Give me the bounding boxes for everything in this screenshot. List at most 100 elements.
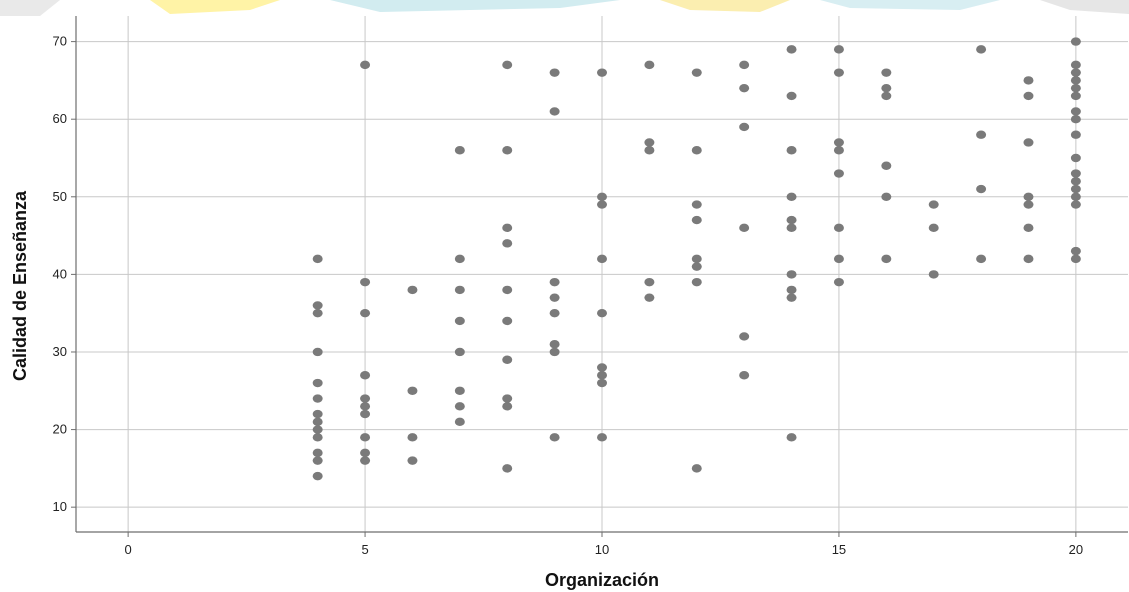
- data-point: [787, 270, 797, 278]
- x-axis-title: Organización: [545, 570, 659, 590]
- data-point: [739, 332, 749, 340]
- data-point: [313, 472, 323, 480]
- data-point: [1071, 68, 1081, 76]
- data-point: [834, 255, 844, 263]
- data-point: [834, 146, 844, 154]
- data-point: [1023, 138, 1033, 146]
- data-point: [1071, 193, 1081, 201]
- data-point: [455, 317, 465, 325]
- data-point: [1071, 131, 1081, 139]
- data-point: [1023, 200, 1033, 208]
- data-point: [455, 387, 465, 395]
- data-point: [1071, 115, 1081, 123]
- y-tick-label: 50: [53, 189, 67, 204]
- y-tick-label: 70: [53, 34, 67, 49]
- data-point: [976, 131, 986, 139]
- y-tick-label: 40: [53, 266, 67, 281]
- x-tick-label: 15: [832, 542, 846, 557]
- data-point: [787, 293, 797, 301]
- data-point: [407, 286, 417, 294]
- data-point: [313, 433, 323, 441]
- data-point: [550, 293, 560, 301]
- data-point: [692, 255, 702, 263]
- data-point: [597, 363, 607, 371]
- y-axis-title: Calidad de Enseñanza: [10, 190, 30, 381]
- data-point: [1071, 154, 1081, 162]
- data-point: [597, 371, 607, 379]
- y-tick-label: 30: [53, 344, 67, 359]
- data-point: [313, 410, 323, 418]
- data-point: [597, 68, 607, 76]
- x-tick-label: 5: [361, 542, 368, 557]
- data-point: [597, 433, 607, 441]
- data-point: [1071, 177, 1081, 185]
- data-point: [455, 255, 465, 263]
- data-point: [929, 270, 939, 278]
- data-point: [1023, 255, 1033, 263]
- y-tick-label: 20: [53, 422, 67, 437]
- data-point: [455, 402, 465, 410]
- data-point: [881, 92, 891, 100]
- data-point: [787, 193, 797, 201]
- data-point: [313, 418, 323, 426]
- data-point: [502, 317, 512, 325]
- axes: [71, 16, 1128, 537]
- data-point: [692, 216, 702, 224]
- data-point: [502, 146, 512, 154]
- data-point: [597, 193, 607, 201]
- data-point: [1071, 84, 1081, 92]
- data-point: [550, 340, 560, 348]
- data-point: [455, 348, 465, 356]
- data-point: [313, 456, 323, 464]
- data-point: [1071, 200, 1081, 208]
- data-point: [1071, 255, 1081, 263]
- x-tick-label: 0: [125, 542, 132, 557]
- data-point: [313, 309, 323, 317]
- data-point: [360, 410, 370, 418]
- data-point: [502, 402, 512, 410]
- data-point: [881, 84, 891, 92]
- data-point: [644, 278, 654, 286]
- data-point: [929, 224, 939, 232]
- data-points: [313, 37, 1081, 480]
- x-tick-label: 20: [1069, 542, 1083, 557]
- data-point: [787, 216, 797, 224]
- data-point: [313, 379, 323, 387]
- data-point: [597, 379, 607, 387]
- data-point: [550, 433, 560, 441]
- data-point: [644, 146, 654, 154]
- data-point: [787, 45, 797, 53]
- data-point: [976, 255, 986, 263]
- data-point: [787, 146, 797, 154]
- data-point: [360, 371, 370, 379]
- data-point: [597, 255, 607, 263]
- data-point: [1071, 107, 1081, 115]
- data-point: [787, 433, 797, 441]
- data-point: [502, 356, 512, 364]
- data-point: [739, 84, 749, 92]
- data-point: [834, 224, 844, 232]
- data-point: [881, 68, 891, 76]
- data-point: [834, 45, 844, 53]
- data-point: [455, 286, 465, 294]
- data-point: [597, 309, 607, 317]
- data-point: [787, 92, 797, 100]
- data-point: [1071, 169, 1081, 177]
- data-point: [597, 200, 607, 208]
- data-point: [407, 433, 417, 441]
- data-point: [502, 286, 512, 294]
- data-point: [313, 394, 323, 402]
- data-point: [502, 239, 512, 247]
- data-point: [407, 387, 417, 395]
- data-point: [502, 464, 512, 472]
- data-point: [739, 224, 749, 232]
- data-point: [1023, 193, 1033, 201]
- data-point: [550, 278, 560, 286]
- data-point: [692, 200, 702, 208]
- data-point: [360, 278, 370, 286]
- data-point: [1023, 76, 1033, 84]
- data-point: [502, 394, 512, 402]
- data-point: [834, 169, 844, 177]
- data-point: [455, 418, 465, 426]
- data-point: [881, 193, 891, 201]
